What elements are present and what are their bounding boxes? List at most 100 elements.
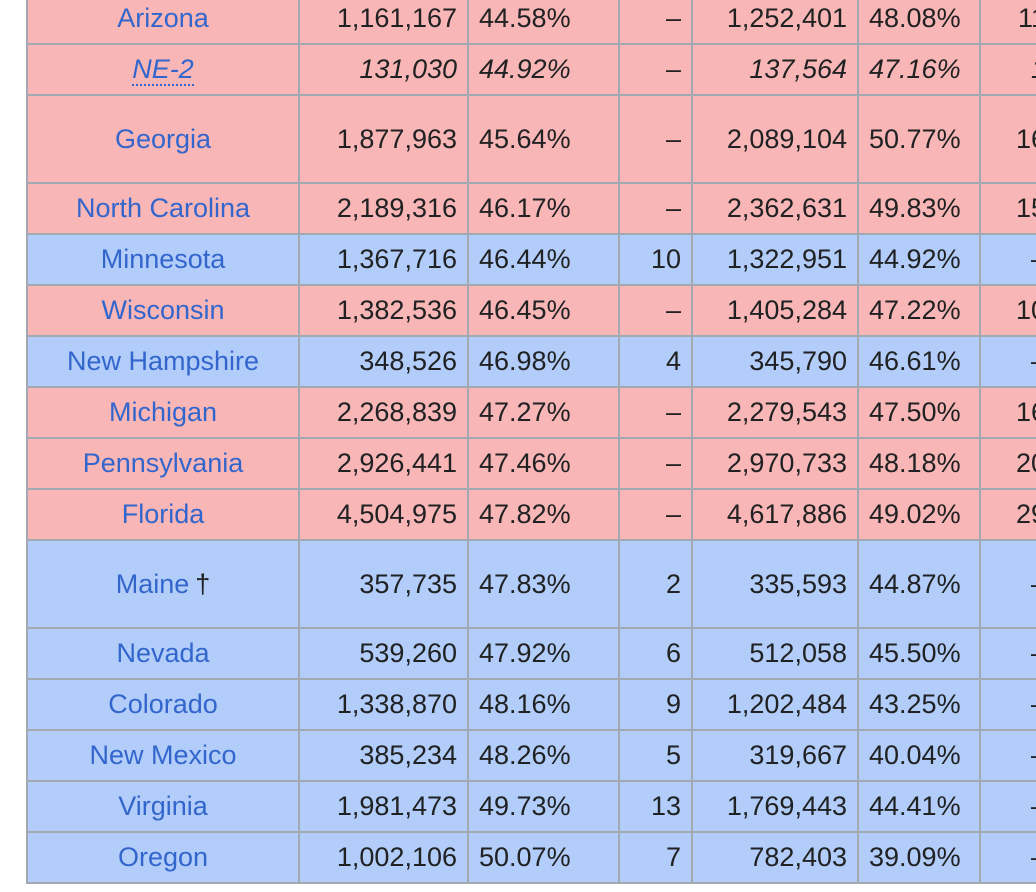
results-table-body: Arizona1,161,16744.58%–1,252,40148.08%11… bbox=[26, 0, 1036, 884]
dem-ev-cell: – bbox=[618, 437, 693, 490]
state-cell: Nevada bbox=[26, 627, 300, 680]
dem-pct-cell: 47.82% bbox=[467, 488, 620, 541]
dem-pct-cell: 45.64% bbox=[467, 94, 620, 184]
dem-pct-cell: 44.58% bbox=[467, 0, 620, 45]
dem-ev-cell: 5 bbox=[618, 729, 693, 782]
dem-pct-cell: 47.46% bbox=[467, 437, 620, 490]
rep-pct-cell: 44.92% bbox=[857, 233, 981, 286]
rep-votes-cell: 1,252,401 bbox=[691, 0, 859, 45]
dem-ev-cell: – bbox=[618, 182, 693, 235]
rep-ev-cell: – bbox=[979, 780, 1036, 833]
rep-ev-cell: – bbox=[979, 539, 1036, 629]
state-cell: North Carolina bbox=[26, 182, 300, 235]
state-link[interactable]: NE-2 bbox=[132, 54, 194, 86]
dem-pct-cell: 46.45% bbox=[467, 284, 620, 337]
rep-ev-cell: 15 bbox=[979, 182, 1036, 235]
dem-pct-cell: 47.27% bbox=[467, 386, 620, 439]
dem-ev-cell: 9 bbox=[618, 678, 693, 731]
state-link[interactable]: Wisconsin bbox=[101, 295, 225, 325]
rep-ev-cell: 1 bbox=[979, 43, 1036, 96]
rep-votes-cell: 2,970,733 bbox=[691, 437, 859, 490]
rep-votes-cell: 137,564 bbox=[691, 43, 859, 96]
dem-ev-cell: 13 bbox=[618, 780, 693, 833]
table-row: North Carolina 2,189,316 46.17% –2,362,631 4… bbox=[26, 182, 1036, 235]
dem-pct-cell: 46.98% bbox=[467, 335, 620, 388]
state-cell: Minnesota bbox=[26, 233, 300, 286]
dem-votes-cell: 385,234 bbox=[298, 729, 469, 782]
state-cell: Georgia bbox=[26, 94, 300, 184]
dem-ev-cell: 2 bbox=[618, 539, 693, 629]
state-link[interactable]: New Mexico bbox=[89, 740, 237, 770]
dem-pct-cell: 44.92% bbox=[467, 43, 620, 96]
rep-votes-cell: 345,790 bbox=[691, 335, 859, 388]
dem-votes-cell: 1,382,536 bbox=[298, 284, 469, 337]
rep-votes-cell: 2,362,631 bbox=[691, 182, 859, 235]
rep-ev-cell: 16 bbox=[979, 386, 1036, 439]
state-link[interactable]: Georgia bbox=[114, 123, 212, 154]
state-link[interactable]: Oregon bbox=[117, 842, 209, 872]
rep-ev-cell: – bbox=[979, 729, 1036, 782]
state-link[interactable]: North Carolina bbox=[75, 193, 251, 223]
state-cell: New Hampshire bbox=[26, 335, 300, 388]
dem-votes-cell: 4,504,975 bbox=[298, 488, 469, 541]
dem-votes-cell: 2,268,839 bbox=[298, 386, 469, 439]
rep-ev-cell: – bbox=[979, 627, 1036, 680]
rep-votes-cell: 4,617,886 bbox=[691, 488, 859, 541]
rep-pct-cell: 47.16% bbox=[857, 43, 981, 96]
rep-votes-cell: 2,279,543 bbox=[691, 386, 859, 439]
state-link[interactable]: Florida bbox=[121, 499, 205, 529]
state-link[interactable]: Arizona bbox=[117, 3, 209, 33]
rep-ev-cell: – bbox=[979, 335, 1036, 388]
dem-votes-cell: 131,030 bbox=[298, 43, 469, 96]
dem-votes-cell: 2,926,441 bbox=[298, 437, 469, 490]
state-link[interactable]: New Hampshire bbox=[66, 346, 260, 376]
dem-ev-cell: 6 bbox=[618, 627, 693, 680]
rep-pct-cell: 48.18% bbox=[857, 437, 981, 490]
state-link[interactable]: Minnesota bbox=[100, 244, 226, 274]
dagger-note-mark: † bbox=[195, 568, 211, 599]
state-link[interactable]: Michigan bbox=[108, 397, 218, 427]
state-link[interactable]: Colorado bbox=[108, 689, 218, 719]
rep-pct-cell: 43.25% bbox=[857, 678, 981, 731]
dem-ev-cell: 10 bbox=[618, 233, 693, 286]
state-cell: Michigan bbox=[26, 386, 300, 439]
rep-ev-cell: 11 bbox=[979, 0, 1036, 45]
rep-pct-cell: 39.09% bbox=[857, 831, 981, 884]
rep-ev-cell: 29 bbox=[979, 488, 1036, 541]
table-row: Virginia 1,981,473 49.73% 13 1,769,443 44.41%… bbox=[26, 780, 1036, 833]
rep-votes-cell: 1,202,484 bbox=[691, 678, 859, 731]
dem-ev-cell: – bbox=[618, 386, 693, 439]
rep-pct-cell: 45.50% bbox=[857, 627, 981, 680]
rep-votes-cell: 2,089,104 bbox=[691, 94, 859, 184]
state-cell: Arizona bbox=[26, 0, 300, 45]
dem-votes-cell: 348,526 bbox=[298, 335, 469, 388]
rep-votes-cell: 782,403 bbox=[691, 831, 859, 884]
dem-ev-cell: 7 bbox=[618, 831, 693, 884]
dem-pct-cell: 46.44% bbox=[467, 233, 620, 286]
table-row: Pennsylvania 2,926,441 47.46% –2,970,733 48.… bbox=[26, 437, 1036, 490]
rep-ev-cell: 10 bbox=[979, 284, 1036, 337]
rep-ev-cell: – bbox=[979, 678, 1036, 731]
state-cell: Florida bbox=[26, 488, 300, 541]
rep-ev-cell: – bbox=[979, 831, 1036, 884]
rep-ev-cell: 16 bbox=[979, 94, 1036, 184]
state-link[interactable]: Virginia bbox=[118, 791, 208, 821]
dem-votes-cell: 1,002,106 bbox=[298, 831, 469, 884]
rep-pct-cell: 40.04% bbox=[857, 729, 981, 782]
dem-votes-cell: 1,981,473 bbox=[298, 780, 469, 833]
dem-votes-cell: 2,189,316 bbox=[298, 182, 469, 235]
dem-pct-cell: 50.07% bbox=[467, 831, 620, 884]
table-row: Minnesota 1,367,716 46.44% 10 1,322,951 44.92… bbox=[26, 233, 1036, 286]
state-cell: Wisconsin bbox=[26, 284, 300, 337]
state-link[interactable]: Nevada bbox=[116, 638, 210, 668]
rep-votes-cell: 1,405,284 bbox=[691, 284, 859, 337]
state-link[interactable]: Maine bbox=[115, 568, 190, 599]
state-link[interactable]: Pennsylvania bbox=[82, 448, 244, 478]
state-cell: Pennsylvania bbox=[26, 437, 300, 490]
dem-ev-cell: – bbox=[618, 94, 693, 184]
